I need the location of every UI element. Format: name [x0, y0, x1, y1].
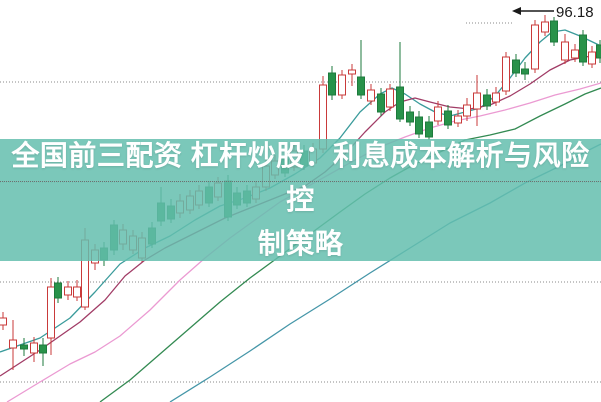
candle-body [0, 317, 7, 326]
candle-body [541, 21, 549, 33]
candle-body [502, 56, 510, 92]
candle [406, 106, 414, 126]
candle [571, 44, 579, 62]
candle-body [463, 104, 471, 117]
candle [64, 281, 72, 300]
candle [30, 337, 38, 362]
candle-body [521, 68, 529, 75]
candle [463, 98, 471, 121]
candle [348, 64, 356, 86]
candle [473, 75, 481, 126]
candle [396, 42, 404, 122]
candle [541, 15, 549, 36]
candle-body [415, 116, 423, 135]
candle-body [596, 44, 601, 59]
candle-body [386, 88, 394, 108]
candle-body [377, 93, 385, 113]
high-price-label: 96.18 [556, 4, 594, 21]
article-title-line2: 制策略 [257, 228, 344, 259]
candle [512, 54, 520, 77]
candle-body [425, 121, 433, 138]
candle [550, 17, 558, 46]
candle-body [328, 72, 336, 96]
candle-body [588, 51, 596, 65]
candle-body [396, 86, 404, 120]
candle-body [571, 49, 579, 59]
candle-body [348, 69, 356, 75]
candle [444, 105, 452, 129]
candle [54, 277, 62, 303]
article-title: 全国前三配资 杠杆炒股：利息成本解析与风险控 制策略 [0, 139, 601, 261]
candle [434, 101, 442, 125]
candle-body [579, 34, 587, 63]
candle-body [434, 106, 442, 122]
candle-body [338, 74, 346, 96]
candle [9, 320, 17, 370]
candle-body [30, 342, 38, 354]
candle-body [64, 286, 72, 296]
candle [47, 278, 55, 355]
candle-body [47, 286, 55, 339]
candle [338, 70, 346, 99]
candle [415, 111, 423, 138]
candle [579, 30, 587, 66]
candle-body [39, 344, 47, 354]
candle [386, 84, 394, 111]
candle [588, 46, 596, 68]
article-title-line1: 全国前三配资 杠杆炒股：利息成本解析与风险控 [11, 140, 590, 215]
candle-body [492, 92, 500, 103]
candle [492, 87, 500, 106]
candle-body [20, 344, 28, 350]
candle-body [473, 92, 481, 110]
candle [39, 338, 47, 366]
candle-body [454, 115, 462, 124]
candle-body [9, 339, 17, 349]
candle-body [512, 59, 520, 74]
price-annotation: 96.18 [466, 4, 594, 24]
candle-body [367, 89, 375, 102]
candle [73, 280, 81, 301]
candle-body [73, 286, 81, 298]
candle-body [54, 282, 62, 299]
left-arrow-icon [512, 7, 521, 15]
candle-body [561, 41, 569, 61]
candle [425, 116, 433, 140]
candle [328, 66, 336, 100]
candlesticks [0, 15, 601, 370]
candle [561, 34, 569, 64]
candle [357, 40, 365, 99]
gridline-80 [0, 181, 601, 182]
candle [377, 88, 385, 116]
candle [0, 312, 7, 330]
candle [502, 52, 510, 95]
candle [367, 84, 375, 105]
candle-body [531, 24, 539, 70]
candle-body [357, 76, 365, 96]
candle [454, 110, 462, 127]
candle [521, 62, 529, 80]
candle [531, 20, 539, 73]
candle [483, 89, 491, 110]
candle [20, 338, 28, 356]
candle-body [444, 110, 452, 126]
candle-body [406, 111, 414, 123]
title-overlay-band [0, 139, 601, 261]
candle-body [483, 94, 491, 107]
candle-body [550, 20, 558, 43]
candle [596, 40, 601, 63]
